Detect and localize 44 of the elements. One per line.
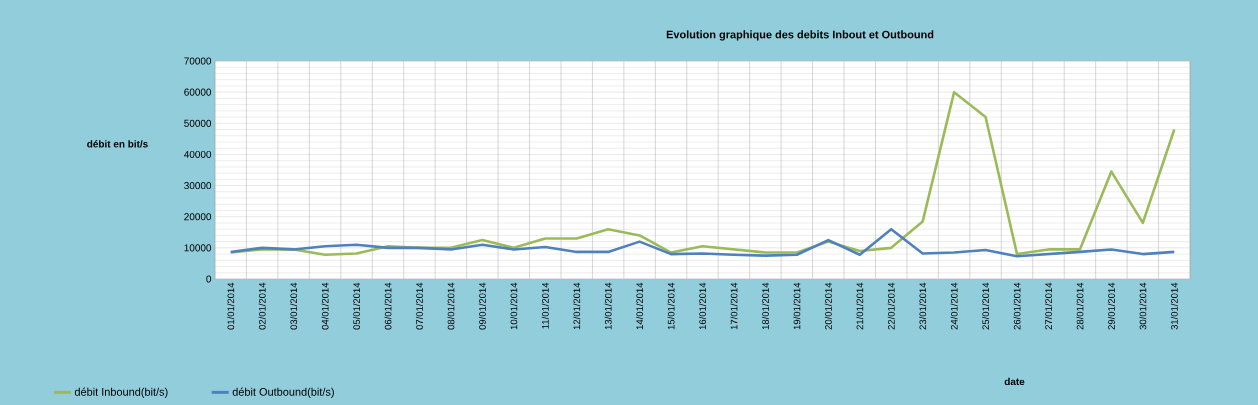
y-tick-label: 30000 [184,182,212,190]
x-tick-label: 06/01/2014 [384,282,392,330]
x-tick-label: 22/01/2014 [887,282,895,330]
chart-title: Evolution graphique des debits Inbout et Outbound [666,30,934,41]
x-tick-label: 26/01/2014 [1013,282,1021,330]
y-axis-title: débit en bit/s [87,140,148,148]
x-tick-label: 31/01/2014 [1170,282,1178,330]
x-tick-label: 08/01/2014 [447,282,455,330]
x-tick-label: 14/01/2014 [636,282,644,330]
x-tick-label: 23/01/2014 [919,282,927,330]
x-tick-label: 10/01/2014 [510,282,518,330]
y-tick-label: 50000 [184,119,212,127]
y-tick-label: 10000 [184,244,212,252]
y-tick-label: 40000 [184,150,212,158]
x-tick-label: 09/01/2014 [478,282,486,330]
x-tick-label: 05/01/2014 [353,282,361,330]
x-tick-label: 01/01/2014 [227,282,235,330]
x-tick-label: 11/01/2014 [541,282,549,329]
x-tick-label: 21/01/2014 [856,282,864,330]
x-tick-label: 07/01/2014 [415,282,423,330]
x-tick-label: 13/01/2014 [604,282,612,330]
y-tick-label: 60000 [184,88,212,96]
x-tick-label: 24/01/2014 [950,282,958,330]
x-tick-label: 27/01/2014 [1045,282,1052,330]
x-tick-label: 17/01/2014 [730,282,738,330]
x-tick-label: 29/01/2014 [1107,282,1115,330]
x-tick-label: 16/01/2014 [699,282,706,330]
x-tick-label: 04/01/2014 [321,282,329,330]
legend-label: débit Inbound(bit/s) [74,387,168,398]
x-tick-label: 19/01/2014 [793,282,801,330]
x-tick-label: 18/01/2014 [761,282,769,330]
x-tick-label: 03/01/2014 [290,282,298,330]
y-tick-label: 20000 [184,213,212,221]
x-tick-label: 02/01/2014 [258,282,266,330]
x-tick-label: 12/01/2014 [573,282,581,330]
x-tick-label: 30/01/2014 [1139,282,1147,330]
x-tick-label: 25/01/2014 [982,282,990,330]
legend-label: débit Outbound(bit/s) [232,387,334,398]
x-tick-label: 28/01/2014 [1076,282,1084,330]
x-axis-title: date [1004,377,1025,386]
x-tick-label: 15/01/2014 [667,282,675,330]
y-tick-label: 0 [206,275,212,283]
y-tick-label: 70000 [184,57,212,65]
x-tick-label: 20/01/2014 [824,282,832,330]
